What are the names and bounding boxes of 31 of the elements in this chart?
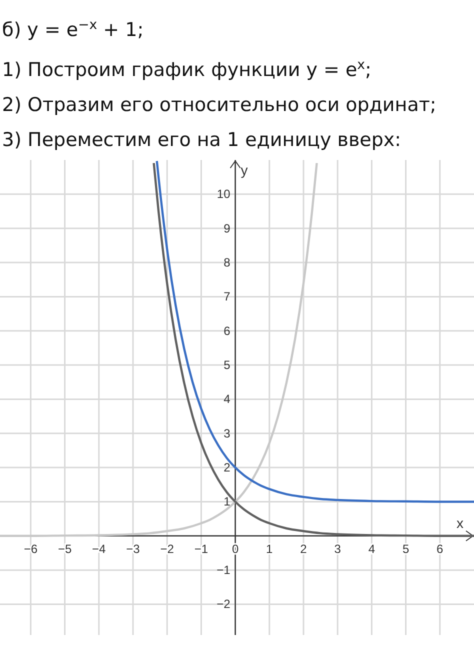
y-tick-label: 6 (224, 324, 231, 338)
y-axis-title: y (240, 162, 248, 178)
x-tick-label: 3 (334, 542, 342, 556)
y-tick-label: 1 (224, 494, 231, 509)
x-tick-label: 1 (266, 542, 274, 556)
x-tick-label: −6 (24, 542, 38, 556)
y-tick-label: 9 (224, 221, 231, 236)
x-tick-label: 5 (402, 542, 410, 556)
text: 2) Отразим его относительно оси ординат; (2, 94, 436, 116)
y-tick-label: −1 (216, 563, 231, 578)
x-tick-label: −4 (92, 542, 106, 556)
y-tick-label: −2 (216, 597, 231, 612)
y-tick-label: 5 (224, 358, 231, 372)
y-tick-label: 10 (216, 187, 231, 202)
line-series (0, 162, 318, 537)
y-tick-label: 4 (224, 392, 231, 406)
x-tick-label: 4 (368, 542, 376, 556)
x-tick-label: −2 (160, 542, 174, 556)
x-tick-label: 6 (436, 542, 444, 556)
x-tick-label: −3 (126, 542, 140, 556)
x-tick-label: 2 (300, 542, 308, 556)
text: 1) Построим график функции y = e$^{x}$; (2, 58, 372, 81)
chart-title: б) y = e$^{−x}$ + 1; (2, 18, 144, 41)
y-tick-label: 2 (224, 460, 231, 475)
x-tick-label: −1 (194, 542, 208, 556)
y-tick-label: 7 (224, 290, 231, 304)
text: 3) Переместим его на 1 единицу вверх: (2, 129, 402, 151)
x-axis-title: x (456, 514, 464, 531)
x-tick-label: −5 (58, 542, 72, 556)
y-tick-label: 3 (224, 426, 231, 440)
y-tick-label: 8 (224, 256, 231, 270)
